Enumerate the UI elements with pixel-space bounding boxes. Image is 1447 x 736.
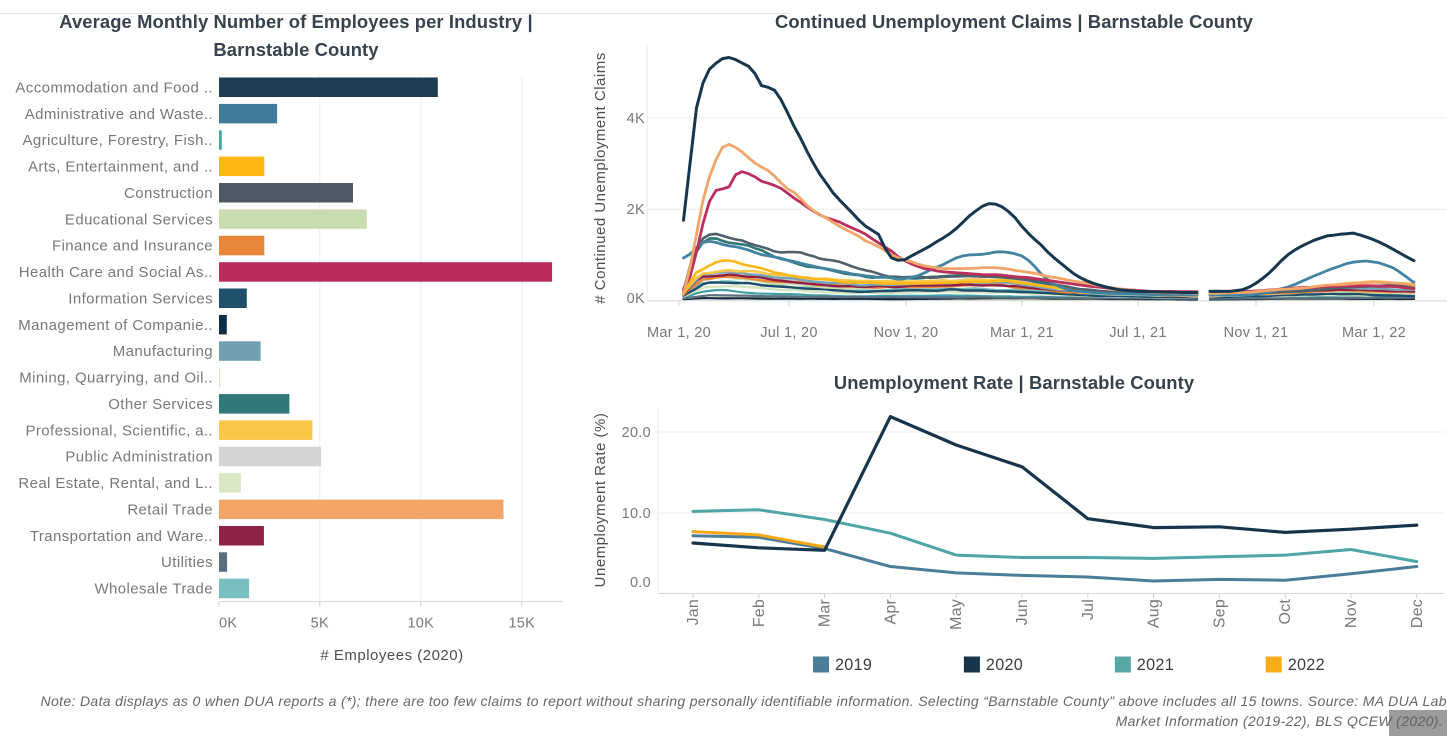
svg-text:2K: 2K	[627, 202, 645, 218]
svg-text:Dec: Dec	[1409, 599, 1426, 628]
svg-text:0.0: 0.0	[630, 575, 651, 591]
svg-text:Mar 1, 21: Mar 1, 21	[990, 325, 1054, 341]
svg-text:5K: 5K	[311, 616, 329, 632]
svg-text:Finance and Insurance: Finance and Insurance	[52, 238, 213, 255]
svg-text:Feb: Feb	[751, 599, 768, 627]
svg-text:May: May	[948, 599, 965, 630]
svg-text:Nov 1, 20: Nov 1, 20	[874, 325, 939, 341]
svg-text:20.0: 20.0	[622, 425, 651, 441]
svg-text:Mar: Mar	[817, 599, 834, 628]
svg-text:Wholesale Trade: Wholesale Trade	[94, 581, 213, 598]
svg-text:Real Estate, Rental, and L..: Real Estate, Rental, and L..	[18, 475, 213, 492]
svg-text:Educational Services: Educational Services	[65, 211, 213, 228]
svg-text:Mining, Quarrying, and Oil..: Mining, Quarrying, and Oil..	[19, 370, 213, 387]
svg-text:Sep: Sep	[1211, 599, 1228, 628]
svg-text:# Continued Unemployment Claim: # Continued Unemployment Claims	[592, 52, 609, 303]
svg-text:Other Services: Other Services	[108, 396, 213, 413]
svg-text:Jul 1, 21: Jul 1, 21	[1109, 325, 1167, 341]
svg-text:10.0: 10.0	[622, 506, 651, 522]
svg-text:2020: 2020	[986, 656, 1023, 674]
svg-text:Health Care and Social As..: Health Care and Social As..	[19, 264, 213, 281]
svg-text:Nov 1, 21: Nov 1, 21	[1224, 325, 1289, 341]
svg-text:2019: 2019	[835, 656, 872, 674]
svg-text:Accommodation and Food ..: Accommodation and Food ..	[15, 79, 213, 96]
svg-text:Management of Companie..: Management of Companie..	[18, 317, 213, 334]
svg-text:Average Monthly Number of Empl: Average Monthly Number of Employees per …	[59, 11, 532, 32]
svg-text:Continued Unemployment Claims: Continued Unemployment Claims | Barnstab…	[775, 11, 1254, 32]
svg-text:Jul: Jul	[1080, 599, 1097, 620]
svg-text:Transportation and Ware..: Transportation and Ware..	[30, 528, 213, 545]
svg-text:Note: Data displays as 0 when: Note: Data displays as 0 when DUA report…	[41, 693, 1447, 709]
svg-text:2021: 2021	[1137, 656, 1174, 674]
svg-text:Apr: Apr	[882, 599, 899, 625]
svg-text:# Employees (2020): # Employees (2020)	[320, 647, 463, 664]
svg-text:Barnstable County: Barnstable County	[213, 39, 379, 60]
svg-text:Market Information (2019-22),: Market Information (2019-22), BLS QCEW (…	[1116, 713, 1443, 729]
svg-text:Professional, Scientific, a..: Professional, Scientific, a..	[25, 422, 213, 439]
svg-text:Mar 1, 20: Mar 1, 20	[647, 325, 711, 341]
svg-text:Utilities: Utilities	[161, 554, 213, 571]
svg-text:Information Services: Information Services	[68, 290, 213, 307]
svg-text:Nov: Nov	[1343, 599, 1360, 628]
svg-text:Manufacturing: Manufacturing	[113, 343, 213, 360]
svg-text:Jan: Jan	[685, 599, 702, 625]
svg-text:15K: 15K	[508, 616, 535, 632]
svg-text:Agriculture, Forestry, Fish..: Agriculture, Forestry, Fish..	[22, 132, 213, 149]
svg-text:0K: 0K	[627, 291, 645, 307]
svg-text:Administrative and Waste..: Administrative and Waste..	[25, 106, 213, 123]
svg-text:Construction: Construction	[124, 185, 213, 202]
svg-text:Mar 1, 22: Mar 1, 22	[1342, 325, 1406, 341]
svg-text:4K: 4K	[627, 111, 645, 127]
svg-text:0K: 0K	[219, 616, 237, 632]
svg-text:Arts, Entertainment, and ..: Arts, Entertainment, and ..	[28, 159, 213, 176]
svg-text:Aug: Aug	[1146, 599, 1163, 628]
svg-text:2022: 2022	[1288, 656, 1325, 674]
svg-text:Oct: Oct	[1277, 599, 1294, 625]
svg-text:10K: 10K	[407, 616, 434, 632]
svg-text:Public Administration: Public Administration	[65, 449, 213, 466]
svg-text:Retail Trade: Retail Trade	[127, 502, 213, 519]
svg-text:Jun: Jun	[1014, 599, 1031, 625]
svg-text:Market Information (2019-22),: Market Information (2019-22), BLS QCEW (…	[1116, 713, 1443, 729]
svg-text:Unemployment Rate (%): Unemployment Rate (%)	[592, 413, 609, 588]
svg-text:Jul 1, 20: Jul 1, 20	[760, 325, 818, 341]
svg-text:Unemployment Rate | Barnstable: Unemployment Rate | Barnstable County	[834, 372, 1195, 393]
